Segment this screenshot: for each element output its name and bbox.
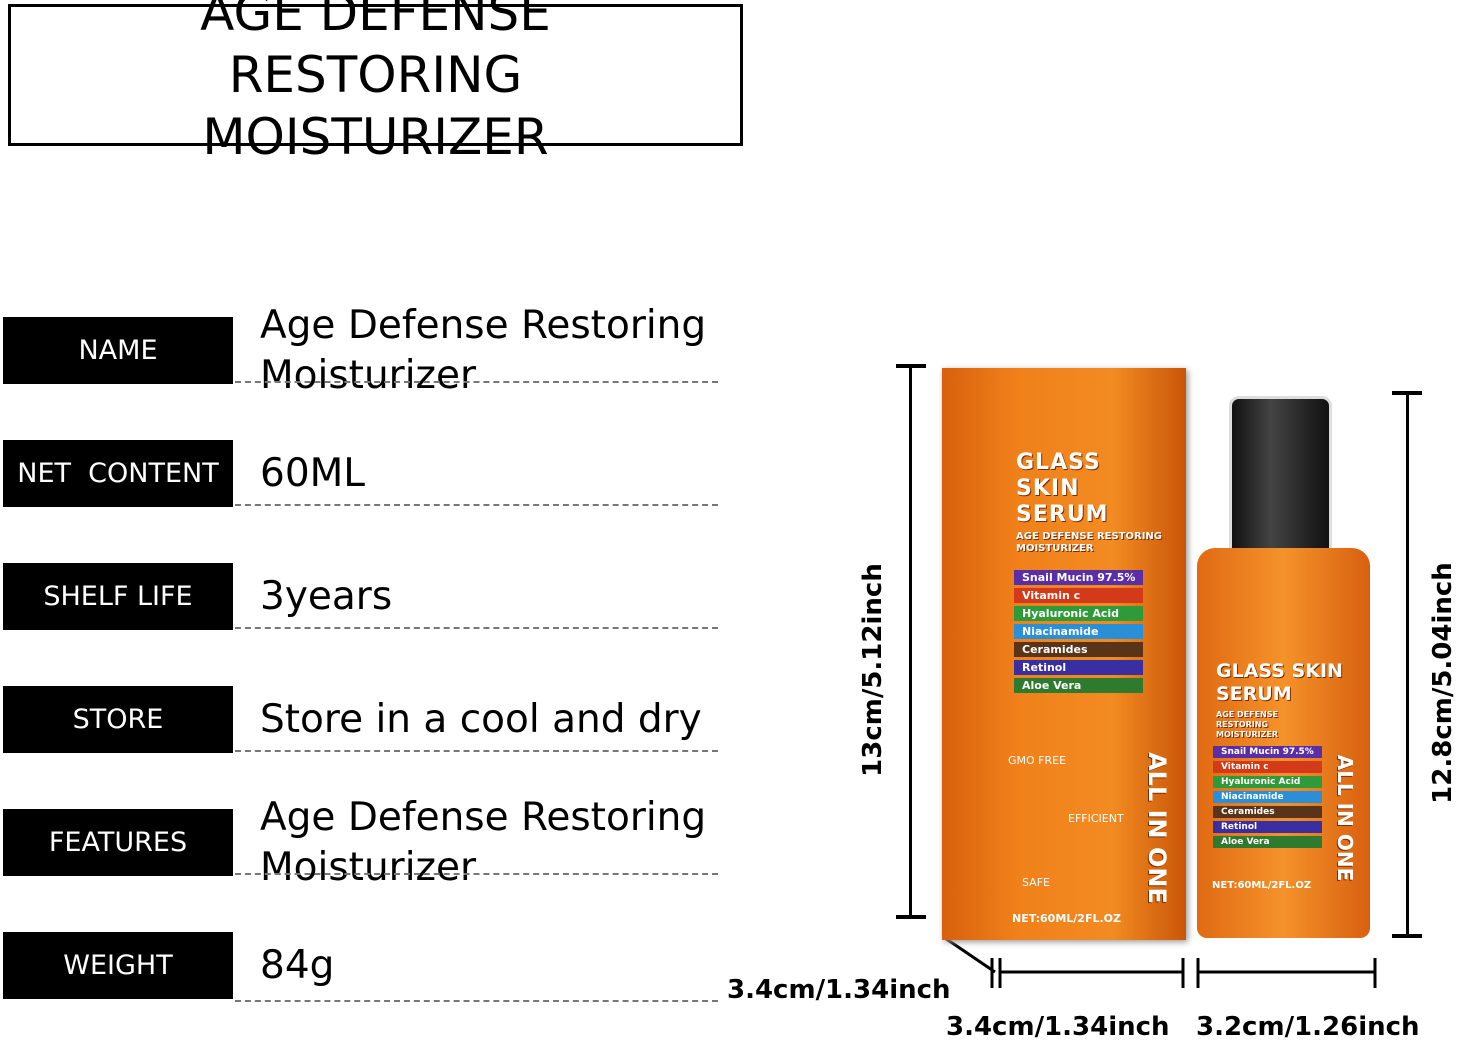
depth-line	[944, 936, 996, 974]
dimension-cap	[896, 364, 926, 368]
dimension-cap	[1392, 391, 1422, 395]
bottle-subtitle: AGE DEFENSE RESTORING MOISTURIZER	[1216, 710, 1279, 739]
dimension-cap	[896, 915, 926, 919]
ingredient: Retinol	[1213, 821, 1322, 833]
ingredient: Ceramides	[1213, 806, 1322, 818]
spec-label: NET CONTENT	[3, 440, 233, 507]
bottle-net: NET:60ML/2FL.OZ	[1212, 880, 1312, 891]
spec-value: 3years	[260, 574, 393, 619]
spec-value: Age Defense Restoring Moisturizer	[260, 303, 707, 398]
box-ingredients: Snail Mucin 97.5% Vitamin c Hyaluronic Aci…	[1014, 570, 1144, 696]
ingredient: Vitamin c	[1014, 588, 1144, 603]
badge: SAFE	[1022, 876, 1050, 889]
spec-value: 60ML	[260, 451, 366, 496]
box-slogan: ALL IN ONE	[1143, 752, 1171, 904]
spec-value: Age Defense Restoring Moisturizer	[260, 795, 707, 890]
ingredient: Retinol	[1014, 660, 1144, 675]
product-box: GLASS SKIN SERUM AGE DEFENSE RESTORING M…	[942, 368, 1186, 940]
dimension-line	[909, 365, 912, 918]
dashed-rule	[235, 627, 718, 629]
spec-label: WEIGHT	[3, 932, 233, 999]
box-depth: 3.4cm/1.34inch	[727, 975, 951, 1005]
dimension-strokes	[944, 936, 1377, 988]
dashed-rule	[235, 504, 718, 506]
title-box: AGE DEFENSE RESTORING MOISTURIZER	[8, 0, 743, 166]
dashed-rule	[235, 1000, 718, 1002]
spec-value: Store in a cool and dry	[260, 697, 702, 742]
box-width: 3.4cm/1.34inch	[946, 1012, 1170, 1042]
ingredient: Aloe Vera	[1014, 678, 1144, 693]
spec-label: FEATURES	[3, 809, 233, 876]
box-title: GLASS SKIN SERUM	[1016, 450, 1109, 527]
bottle-title: GLASS SKIN SERUM	[1216, 660, 1343, 705]
ingredient: Niacinamide	[1014, 624, 1144, 639]
dimension-cap	[1392, 934, 1422, 938]
ingredient: Niacinamide	[1213, 791, 1322, 803]
ingredient: Snail Mucin 97.5%	[1014, 570, 1144, 585]
ingredient: Snail Mucin 97.5%	[1213, 746, 1322, 758]
ingredient: Aloe Vera	[1213, 836, 1322, 848]
bottle-slogan: ALL IN ONE	[1333, 754, 1357, 882]
spec-value: 84g	[260, 943, 335, 988]
bottle-width: 3.2cm/1.26inch	[1196, 1012, 1420, 1042]
spec-label: STORE	[3, 686, 233, 753]
bottle-ingredients: Snail Mucin 97.5% Vitamin c Hyaluronic Aci…	[1213, 746, 1322, 851]
product-bottle: GLASS SKIN SERUM AGE DEFENSE RESTORING M…	[1197, 548, 1370, 938]
box-net: NET:60ML/2FL.OZ	[1012, 912, 1121, 925]
badge: EFFICIENT	[1068, 812, 1124, 825]
dashed-rule	[235, 381, 718, 383]
bottle-cap	[1229, 396, 1332, 556]
box-subtitle: AGE DEFENSE RESTORING MOISTURIZER	[1016, 531, 1162, 554]
title: AGE DEFENSE RESTORING MOISTURIZER	[200, 0, 551, 166]
dimension-line	[1406, 392, 1409, 937]
spec-label: SHELF LIFE	[3, 563, 233, 630]
ingredient: Hyaluronic Acid	[1213, 776, 1322, 788]
dashed-rule	[235, 750, 718, 752]
spec-label: NAME	[3, 317, 233, 384]
ingredient: Hyaluronic Acid	[1014, 606, 1144, 621]
badge: GMO FREE	[1008, 754, 1067, 767]
ingredient: Vitamin c	[1213, 761, 1322, 773]
dashed-rule	[235, 873, 718, 875]
ingredient: Ceramides	[1014, 642, 1144, 657]
